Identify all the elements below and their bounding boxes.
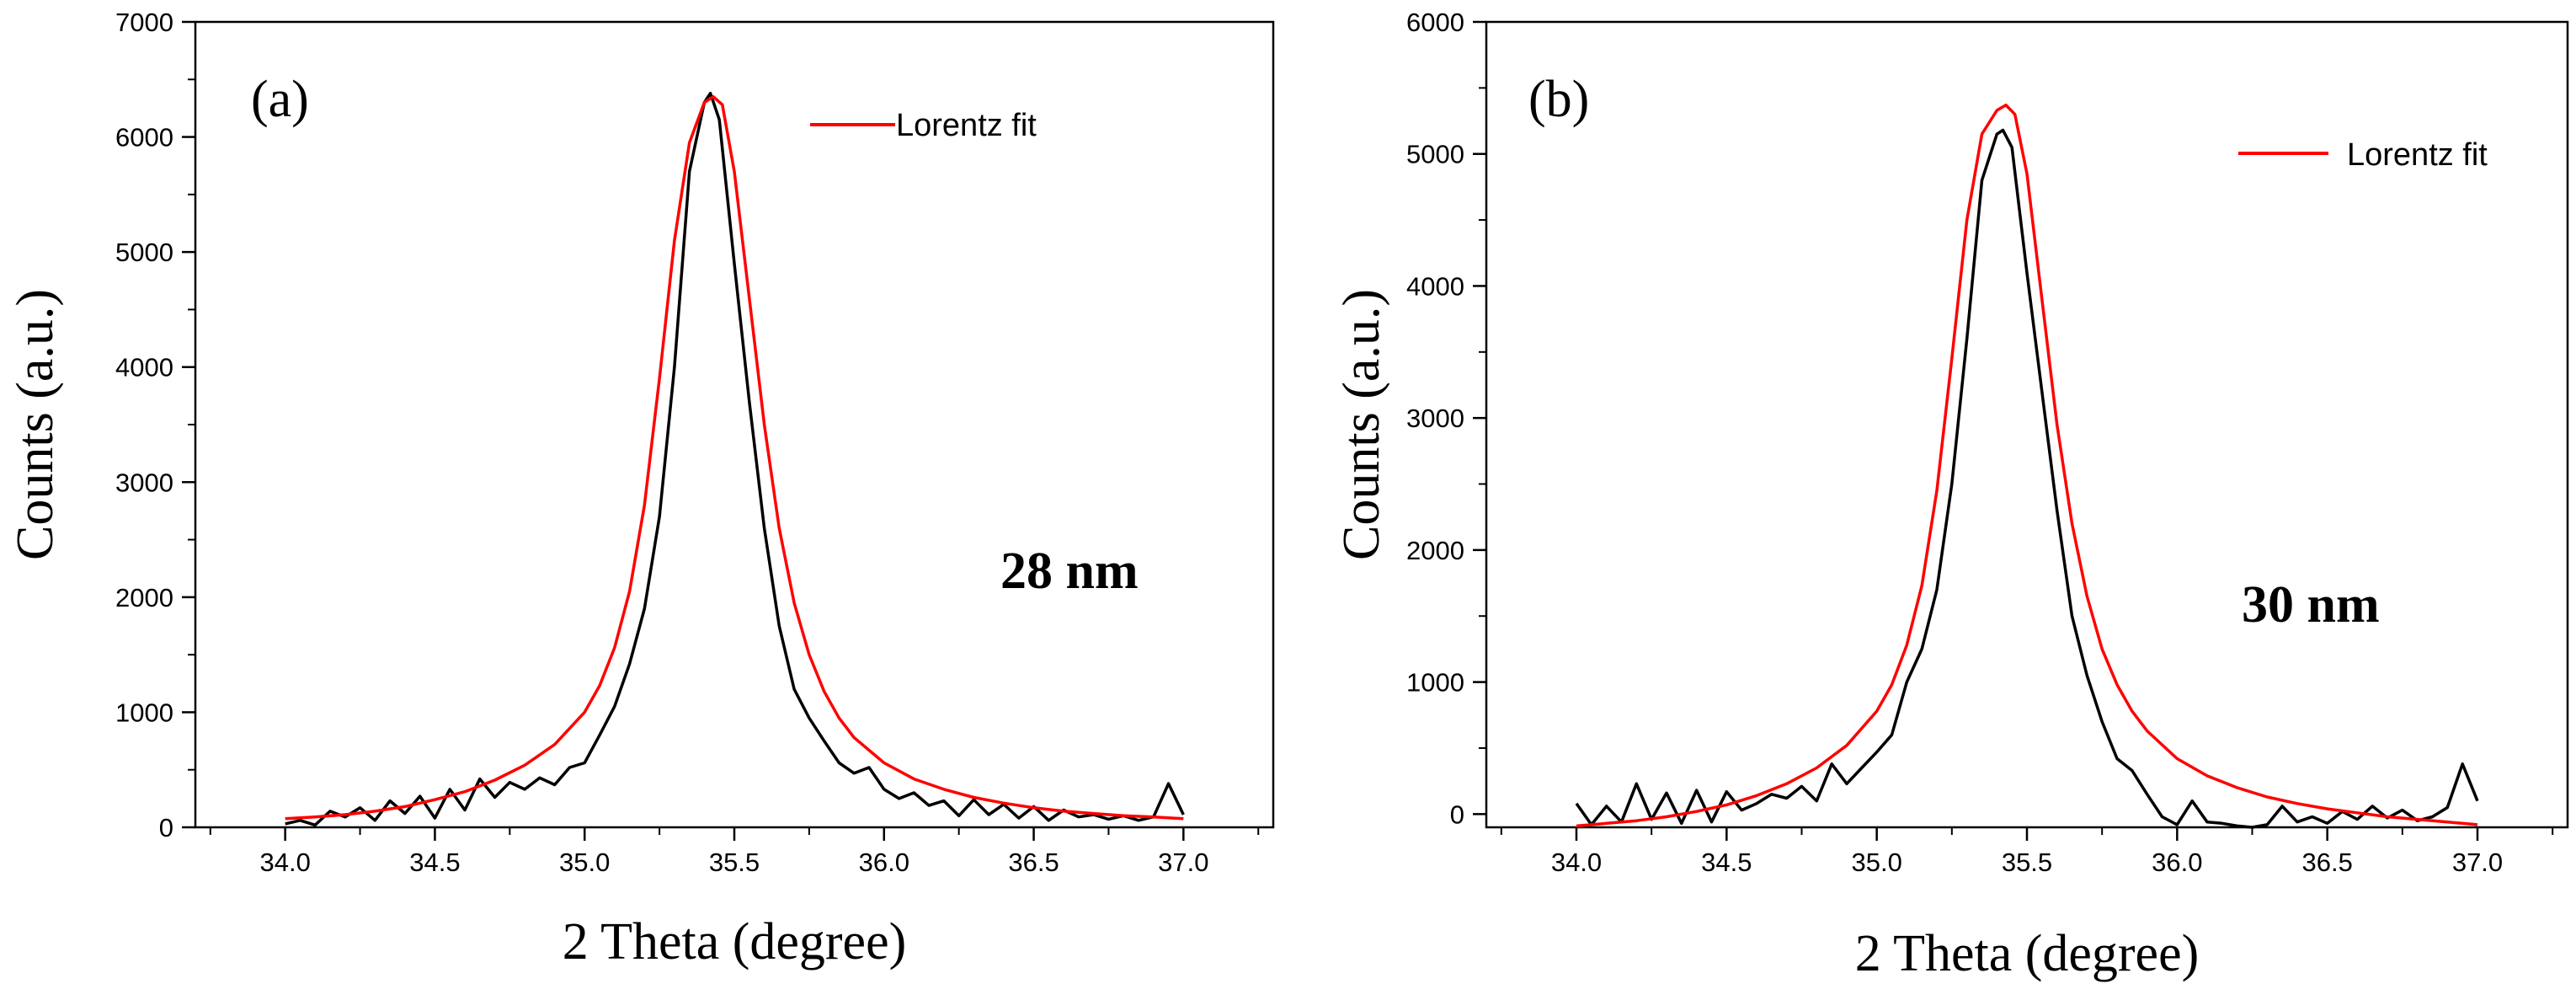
- y-tick-label: 1000: [115, 698, 173, 727]
- y-tick-label: 2000: [115, 583, 173, 612]
- crystallite-size-label: 28 nm: [1000, 543, 1139, 600]
- x-tick-label: 35.5: [2002, 848, 2052, 877]
- x-tick-label: 36.0: [859, 848, 909, 877]
- x-tick-label: 36.5: [2301, 848, 2352, 877]
- y-tick-label: 4000: [1406, 271, 1464, 301]
- y-tick-label: 5000: [115, 238, 173, 267]
- x-tick-label: 34.0: [259, 848, 310, 877]
- y-tick-label: 3000: [115, 468, 173, 497]
- y-tick-label: 1000: [1406, 668, 1464, 698]
- x-tick-label: 34.5: [1701, 848, 1752, 877]
- y-tick-label: 0: [1450, 799, 1464, 829]
- data-series-line: [285, 91, 1185, 827]
- lorentz-fit-line: [285, 95, 1184, 821]
- legend-label: Lorentz fit: [2347, 137, 2488, 173]
- y-axis-title: Counts (a.u.): [7, 289, 64, 560]
- data-series-line: [1575, 128, 2479, 829]
- y-tick-label: 5000: [1406, 140, 1464, 169]
- crystallite-size-label: 30 nm: [2242, 576, 2380, 634]
- x-tick-label: 35.5: [709, 848, 760, 877]
- panel-label: (b): [1528, 71, 1589, 128]
- x-axis-title: 2 Theta (degree): [563, 913, 907, 971]
- y-tick-label: 2000: [1406, 536, 1464, 565]
- x-tick-label: 37.0: [2452, 848, 2503, 877]
- x-tick-label: 34.5: [409, 848, 460, 877]
- y-tick-label: 3000: [1406, 404, 1464, 433]
- x-tick-label: 37.0: [1158, 848, 1208, 877]
- x-tick-label: 35.0: [559, 848, 610, 877]
- y-tick-label: 7000: [115, 8, 173, 37]
- y-tick-label: 0: [159, 813, 173, 842]
- x-axis-title: 2 Theta (degree): [1855, 925, 2200, 982]
- lorentz-fit-line: [1576, 103, 2478, 828]
- x-tick-label: 36.0: [2152, 848, 2202, 877]
- chart-panel-b: 34.0 34.5 35.0 35.5 36.0 36.5 37.0 0 1000 2000 300…: [1333, 8, 2569, 982]
- y-tick-label: 4000: [115, 353, 173, 382]
- y-tick-label: 6000: [1406, 8, 1464, 37]
- y-axis-title: Counts (a.u.): [1333, 289, 1390, 560]
- legend-label: Lorentz fit: [896, 108, 1037, 143]
- y-tick-label: 6000: [115, 123, 173, 152]
- x-tick-label: 36.5: [1008, 848, 1059, 877]
- chart-panel-a: 34.0 34.5 35.0 35.5 36.0 36.5 37.0 0 1000 2000 300…: [7, 8, 1275, 971]
- x-tick-label: 34.0: [1551, 848, 1602, 877]
- x-tick-label: 35.0: [1851, 848, 1901, 877]
- plot-frame: [194, 20, 1275, 829]
- panel-label: (a): [251, 71, 309, 128]
